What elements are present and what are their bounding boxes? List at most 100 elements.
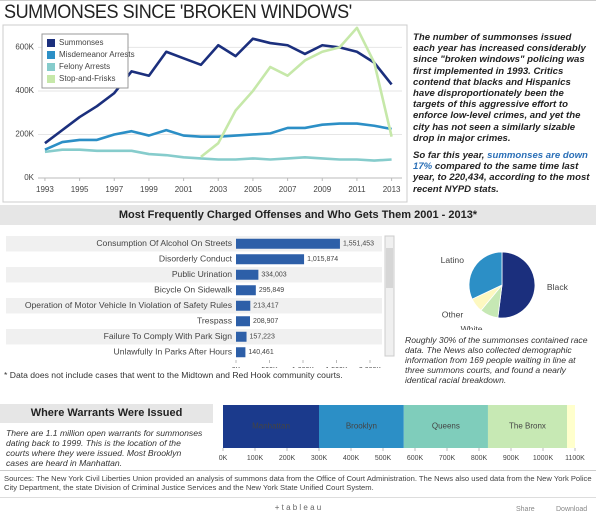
value-label: 140,461 bbox=[248, 349, 273, 356]
pie-chart: Black White Other Latino bbox=[441, 251, 569, 330]
brand: + t a b l e a u bbox=[274, 503, 322, 512]
rule bbox=[0, 497, 596, 498]
value-label: 334,003 bbox=[261, 272, 286, 279]
x-tick-label: 0K bbox=[219, 455, 228, 462]
y-tick-label: 200K bbox=[15, 130, 34, 139]
bar bbox=[236, 347, 246, 358]
update-text: So far this year, summonses are down 17%… bbox=[413, 150, 591, 195]
category-label: Disorderly Conduct bbox=[159, 254, 233, 264]
scrollbar[interactable] bbox=[384, 235, 395, 357]
x-tick-label: 700K bbox=[439, 455, 456, 462]
value-label: 1,551,453 bbox=[343, 241, 374, 248]
legend-label: Summonses bbox=[59, 38, 103, 47]
y-tick-label: 600K bbox=[15, 43, 34, 52]
x-tick-label: 400K bbox=[343, 455, 360, 462]
x-tick-label: 100K bbox=[247, 455, 264, 462]
top-rule bbox=[0, 0, 596, 1]
x-tick-label: 500K bbox=[261, 367, 278, 368]
x-tick-label: 2011 bbox=[348, 185, 366, 194]
category-label: Failure To Comply With Park Sign bbox=[104, 331, 233, 341]
segment-label: Manhattan bbox=[252, 422, 290, 431]
legend-swatch bbox=[47, 51, 55, 59]
series-line bbox=[44, 148, 392, 162]
bar bbox=[236, 269, 259, 280]
legend-label: Stop-and-Frisks bbox=[59, 74, 115, 83]
rule bbox=[0, 470, 596, 471]
segment-label: Queens bbox=[432, 422, 460, 431]
bar-segment bbox=[223, 405, 319, 448]
chart-frame bbox=[2, 24, 408, 203]
x-tick-label: 1997 bbox=[105, 185, 123, 194]
slice-label: Other bbox=[442, 309, 464, 319]
x-tick-label: 500K bbox=[375, 455, 392, 462]
scroll-thumb[interactable] bbox=[386, 248, 393, 288]
bar-segment bbox=[403, 405, 488, 448]
update-text-part: So far this year, bbox=[413, 150, 488, 161]
legend-label: Misdemeanor Arrests bbox=[59, 50, 135, 59]
x-tick-label: 1100K bbox=[565, 455, 585, 462]
line-chart: 0K 200K 400K 600K 1993 1995 1997 1999 2001 2003 20… bbox=[2, 24, 408, 203]
series-line bbox=[200, 26, 393, 158]
x-tick-label: 900K bbox=[503, 455, 520, 462]
bar-segment bbox=[567, 405, 575, 448]
x-tick-label: 1,500K bbox=[325, 367, 348, 368]
bar bbox=[236, 316, 250, 327]
x-tick-label: 2013 bbox=[383, 185, 401, 194]
x-tick-label: 2005 bbox=[244, 185, 262, 194]
warrants-header: Where Warrants Were Issued bbox=[0, 404, 213, 423]
value-label: 1,015,874 bbox=[307, 256, 338, 263]
section-header: Most Frequently Charged Offenses and Who… bbox=[0, 205, 596, 225]
value-label: 295,849 bbox=[259, 287, 284, 294]
update-text-part: compared to the same time last year, to … bbox=[413, 161, 590, 195]
row-band bbox=[6, 329, 382, 345]
x-tick-label: 2001 bbox=[175, 185, 193, 194]
x-tick-label: 1995 bbox=[71, 185, 89, 194]
segment-label: The Bronx bbox=[509, 422, 546, 431]
x-tick-label: 300K bbox=[311, 455, 328, 462]
legend-box bbox=[41, 33, 129, 89]
update-highlight: summonses are down 17% bbox=[413, 150, 588, 173]
value-label: 208,907 bbox=[253, 318, 278, 325]
x-tick-label: 800K bbox=[471, 455, 488, 462]
stacked-bar-chart: Manhattan Brooklyn Queens The Bronx 0K 100K 20… bbox=[219, 405, 585, 462]
sources: Sources: The New York Civil Liberties Un… bbox=[4, 474, 592, 492]
x-tick-label: 2,000K bbox=[359, 367, 382, 368]
row-band bbox=[6, 298, 382, 314]
category-label: Bicycle On Sidewalk bbox=[154, 285, 233, 295]
y-tick-label: 0K bbox=[24, 173, 34, 182]
bar bbox=[236, 285, 256, 296]
x-tick-label: 0K bbox=[232, 367, 241, 368]
category-label: Operation of Motor Vehicle In Violation … bbox=[25, 300, 232, 310]
slice-label: Latino bbox=[441, 255, 465, 265]
bar-chart: Consumption Of Alcohol On Streets 1,551,4… bbox=[6, 235, 395, 368]
x-tick-label: 2003 bbox=[209, 185, 227, 194]
share-button[interactable]: Share bbox=[516, 506, 535, 513]
x-tick-label: 1999 bbox=[140, 185, 158, 194]
value-label: 157,223 bbox=[250, 334, 275, 341]
y-tick-label: 400K bbox=[15, 86, 34, 95]
x-tick-label: 2007 bbox=[279, 185, 297, 194]
category-label: Consumption Of Alcohol On Streets bbox=[96, 238, 232, 248]
category-label: Trespass bbox=[197, 316, 232, 326]
legend-swatch bbox=[47, 63, 55, 71]
download-button[interactable]: Download bbox=[556, 506, 588, 513]
bar bbox=[236, 238, 340, 249]
bar bbox=[236, 254, 305, 265]
pie-slice bbox=[497, 251, 536, 319]
x-tick-label: 1000K bbox=[533, 455, 554, 462]
row-band bbox=[6, 267, 382, 283]
bar bbox=[236, 331, 247, 342]
x-tick-label: 1993 bbox=[36, 185, 54, 194]
x-tick-label: 200K bbox=[279, 455, 296, 462]
legend-swatch bbox=[47, 39, 55, 47]
pie-slice bbox=[468, 251, 503, 300]
legend-swatch bbox=[47, 75, 55, 83]
value-label: 213,417 bbox=[253, 303, 278, 310]
legend-label: Felony Arrests bbox=[59, 62, 110, 71]
pie-caption: Roughly 30% of the summonses contained r… bbox=[405, 335, 588, 385]
slice-label: Black bbox=[547, 282, 569, 292]
warrants-text: There are 1.1 million open warrants for … bbox=[6, 428, 203, 468]
x-tick-label: 600K bbox=[407, 455, 424, 462]
bar-segment bbox=[487, 405, 567, 448]
